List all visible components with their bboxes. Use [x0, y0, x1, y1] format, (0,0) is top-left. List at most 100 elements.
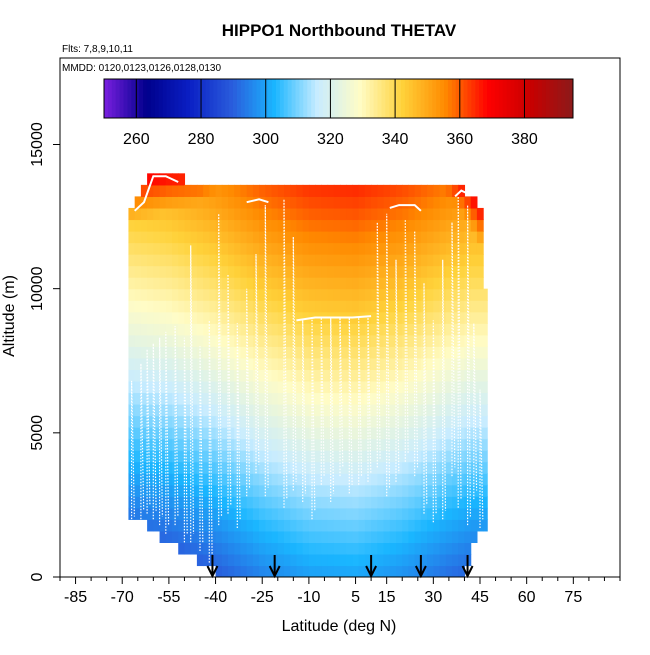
heat-cell [246, 484, 254, 497]
heat-cell [358, 311, 366, 324]
heat-cell [221, 334, 229, 347]
heat-cell [420, 254, 428, 267]
heat-cell [165, 484, 173, 497]
heat-cell [308, 346, 316, 359]
heat-cell [134, 219, 142, 232]
heat-cell [290, 380, 298, 394]
heat-cell [340, 565, 347, 577]
heat-cell [333, 357, 341, 370]
heat-cell [277, 507, 285, 520]
heat-cell [221, 288, 229, 301]
heat-cell [371, 484, 378, 497]
heat-cell [147, 334, 154, 347]
heat-cell [165, 242, 173, 255]
chart-title: HIPPO1 Northbound THETAV [222, 21, 457, 40]
heat-cell [190, 404, 198, 417]
heat-cell [134, 427, 142, 440]
heat-cell [128, 277, 136, 290]
heat-cell [265, 242, 273, 255]
heat-cell [358, 450, 366, 463]
heat-cell [396, 392, 403, 405]
heat-cell [483, 357, 488, 370]
x-tick-label: -85 [64, 589, 87, 606]
heat-cell [346, 496, 354, 509]
heat-cell [414, 334, 422, 347]
heat-cell [277, 184, 285, 197]
heat-cell [196, 277, 204, 290]
heat-cell [265, 207, 273, 221]
heat-cell [402, 196, 410, 209]
heat-cell [364, 231, 372, 244]
heat-cell [178, 438, 186, 451]
x-tick-label: 45 [471, 589, 489, 606]
heat-cell [427, 450, 434, 463]
colorbar-segment [416, 79, 422, 118]
heat-cell [228, 184, 235, 197]
heat-cell [346, 219, 354, 232]
y-tick-label: 0 [29, 572, 46, 581]
heat-cell [165, 530, 173, 543]
colorbar-segment [279, 79, 285, 118]
heat-cell [452, 323, 459, 336]
heat-cell [333, 369, 341, 382]
heat-cell [240, 565, 248, 577]
heat-cell [321, 219, 329, 232]
profile-line [432, 320, 437, 523]
heat-cell [184, 404, 192, 417]
heat-cell [184, 300, 192, 313]
heat-cell [358, 484, 366, 497]
heat-cell [452, 553, 459, 567]
heat-cell [134, 461, 142, 474]
heat-cell [358, 242, 366, 255]
heat-cell [172, 530, 179, 543]
heat-cell [402, 300, 410, 313]
heat-cell [445, 404, 453, 417]
x-tick-label: 30 [424, 589, 442, 606]
colorbar-segment [361, 79, 367, 118]
heat-cell [296, 346, 304, 359]
colorbar-segment [162, 79, 168, 118]
heat-cell [352, 392, 360, 405]
heat-cell [271, 334, 279, 347]
heat-cell [259, 369, 266, 382]
heat-cell [433, 484, 441, 497]
heat-cell [402, 473, 410, 486]
colorbar-segment [479, 79, 484, 118]
heat-cell [464, 369, 472, 382]
heat-cell [234, 311, 242, 324]
heat-cell [284, 484, 291, 497]
heat-cell [159, 369, 167, 382]
heat-cell [383, 392, 391, 405]
colorbar-segment [533, 79, 539, 118]
profile-line [199, 346, 204, 551]
heat-cell [433, 300, 441, 313]
heat-cell [203, 357, 210, 370]
heat-cell [315, 392, 322, 405]
heat-cell [389, 277, 397, 290]
heat-cell [452, 415, 459, 428]
heat-cell [134, 196, 142, 209]
colorbar-segment [444, 79, 449, 118]
heat-cell [327, 254, 335, 267]
heat-cell [290, 323, 298, 336]
heat-cell [377, 473, 385, 486]
heat-cell [439, 231, 447, 244]
heat-cell [371, 530, 378, 543]
heat-cell [284, 207, 291, 221]
colorbar-segment [369, 79, 375, 118]
colorbar-segment [166, 79, 171, 118]
heat-cell [476, 519, 484, 532]
heat-cell [308, 507, 316, 520]
heat-cell [364, 311, 372, 324]
heat-cell [284, 277, 291, 290]
heat-cell [452, 334, 459, 347]
heat-cell [358, 334, 366, 347]
heat-cell [221, 357, 229, 370]
heat-cell [445, 392, 453, 405]
heat-cell [259, 473, 266, 486]
heat-cell [290, 530, 298, 543]
heat-cell [277, 461, 285, 474]
heat-cell [340, 473, 347, 486]
heat-cell [165, 427, 173, 440]
heat-cell [234, 565, 242, 577]
